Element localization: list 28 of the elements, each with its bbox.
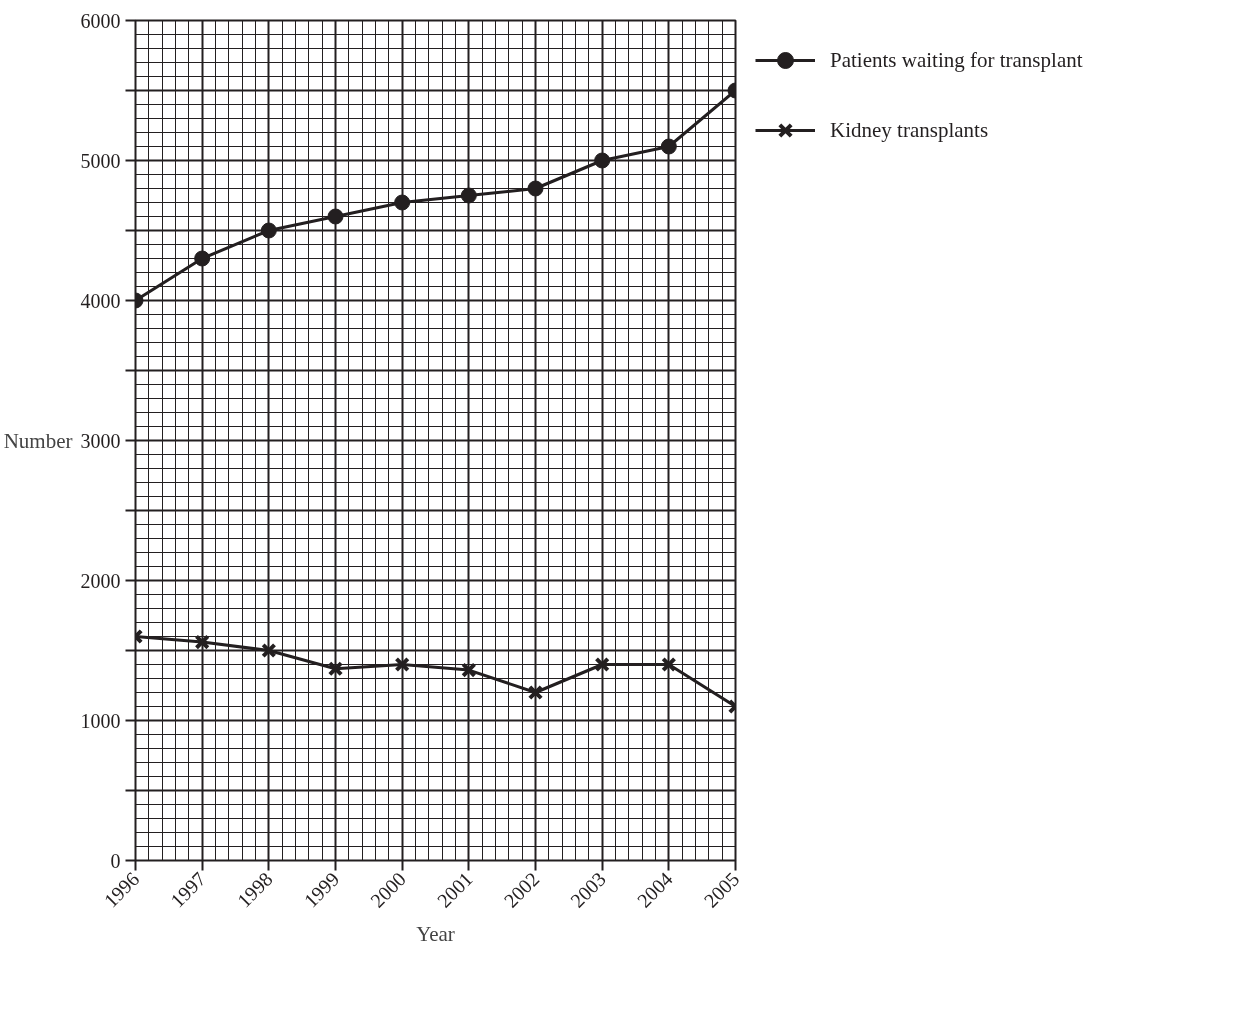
x-tick-label: 2001 xyxy=(432,867,477,912)
y-tick-label: 0 xyxy=(110,849,121,872)
y-tick-label: 1000 xyxy=(80,709,121,732)
point xyxy=(394,194,411,211)
point xyxy=(394,656,410,673)
y-axis-title: Number xyxy=(3,428,73,453)
point xyxy=(461,662,477,678)
legend-label: Patients waiting for transplant xyxy=(830,47,1083,73)
point xyxy=(194,634,210,650)
point xyxy=(594,656,610,673)
point xyxy=(327,208,344,225)
point xyxy=(661,656,677,673)
y-tick-label: 3000 xyxy=(80,429,121,452)
y-tick-label: 6000 xyxy=(80,9,121,32)
point xyxy=(660,138,677,155)
point xyxy=(327,661,344,677)
point xyxy=(527,180,544,197)
point xyxy=(260,222,277,239)
point xyxy=(594,152,611,169)
legend-label: Kidney transplants xyxy=(830,117,989,143)
point xyxy=(460,187,477,204)
y-tick-label: 2000 xyxy=(80,569,121,592)
y-tick-label: 5000 xyxy=(80,149,121,172)
y-tick-label: 4000 xyxy=(80,289,121,312)
point xyxy=(194,250,211,267)
point xyxy=(261,642,277,659)
x-axis-title: Year xyxy=(416,921,455,946)
point xyxy=(527,684,544,701)
